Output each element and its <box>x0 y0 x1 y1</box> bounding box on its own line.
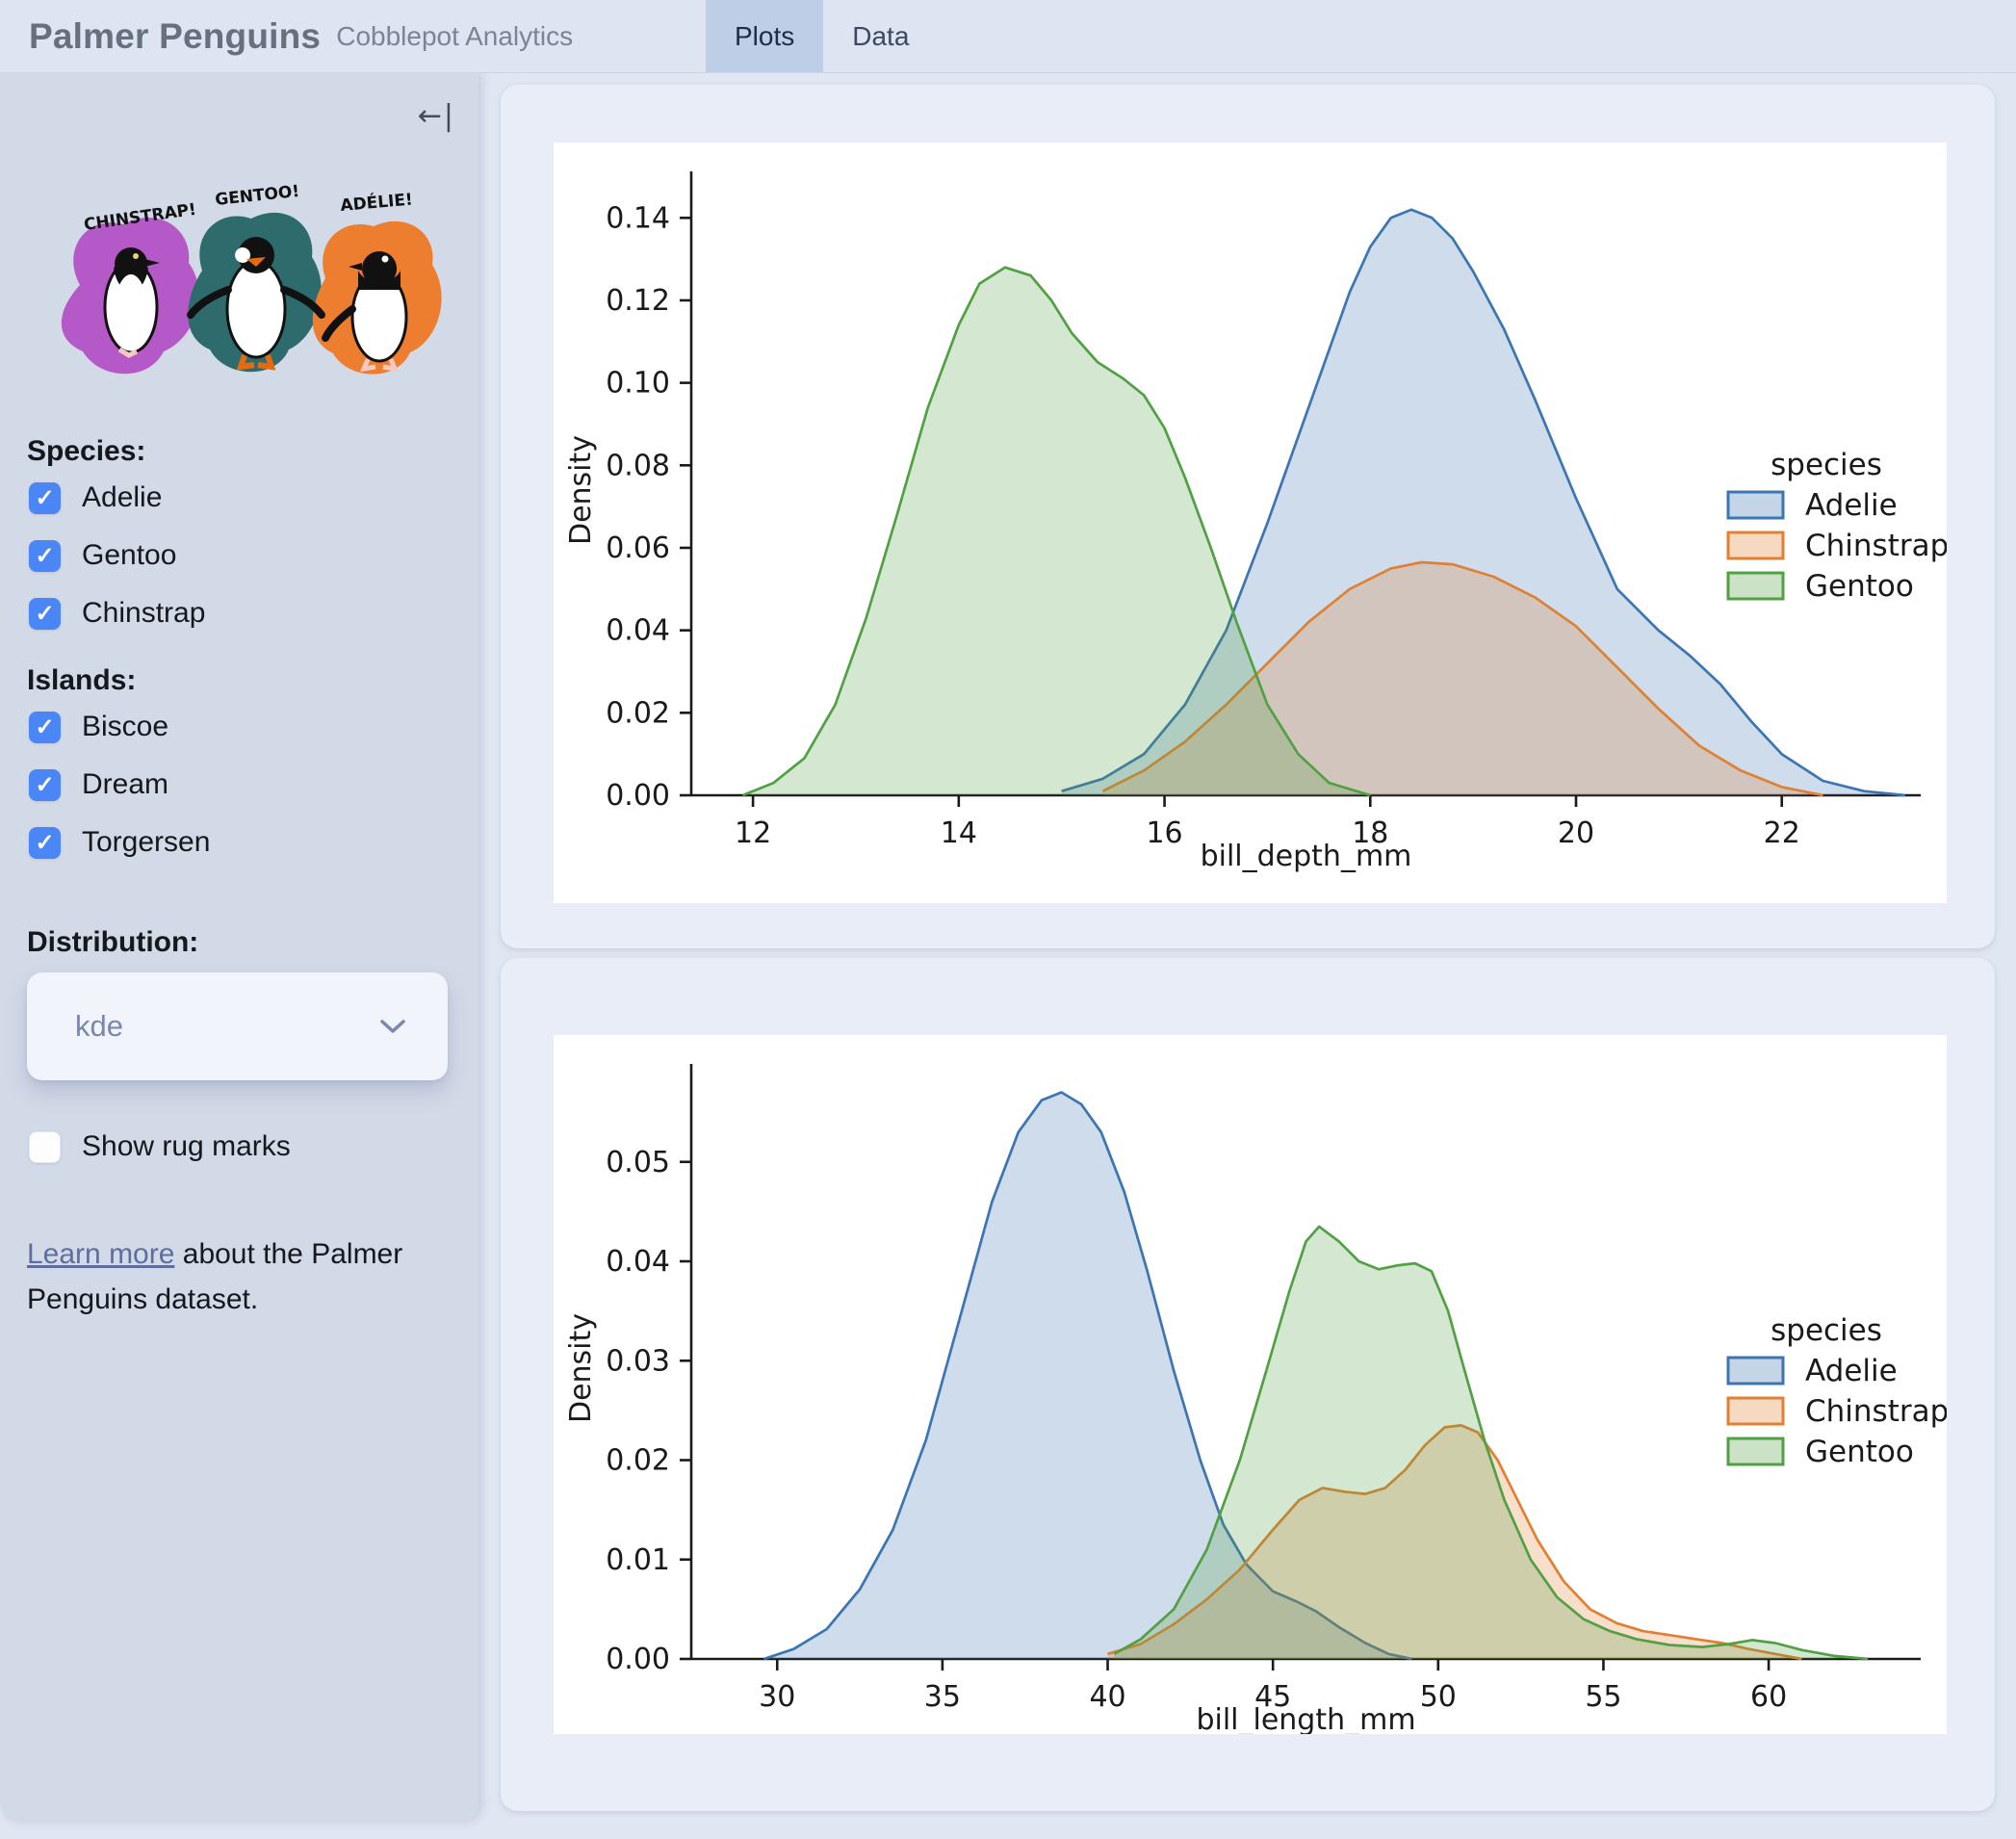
checkbox-icon[interactable] <box>29 711 61 743</box>
checkbox-label: Chinstrap <box>82 597 206 629</box>
gentoo-art-label: GENTOO! <box>214 182 300 210</box>
svg-text:0.01: 0.01 <box>606 1543 670 1577</box>
svg-text:0.03: 0.03 <box>606 1344 670 1378</box>
tab-plots[interactable]: Plots <box>706 0 824 72</box>
svg-text:bill_length_mm: bill_length_mm <box>1196 1703 1415 1734</box>
distribution-heading: Distribution: <box>27 926 199 958</box>
svg-text:Chinstrap: Chinstrap <box>1805 529 1947 563</box>
islands-heading: Islands: <box>27 664 137 696</box>
svg-text:16: 16 <box>1146 816 1182 850</box>
svg-text:0.04: 0.04 <box>606 614 670 648</box>
dataset-note-text: about the Palmer Penguins dataset. <box>27 1238 403 1315</box>
svg-text:45: 45 <box>1254 1680 1291 1714</box>
checkbox-icon[interactable] <box>29 539 61 572</box>
tab-data[interactable]: Data <box>852 20 910 51</box>
dataset-note: Learn more about the Palmer Penguins dat… <box>27 1232 452 1322</box>
learn-more-link[interactable]: Learn more <box>27 1238 175 1270</box>
sidebar: ←| <box>0 72 478 1822</box>
svg-text:0.10: 0.10 <box>606 367 670 401</box>
svg-text:0.00: 0.00 <box>606 779 670 813</box>
svg-text:0.00: 0.00 <box>606 1643 670 1676</box>
svg-text:40: 40 <box>1089 1680 1125 1714</box>
distribution-select[interactable]: kde <box>27 972 448 1080</box>
svg-text:Density: Density <box>564 1313 598 1423</box>
checkbox-label: Biscoe <box>82 711 169 742</box>
app-subtitle: Cobblepot Analytics <box>336 20 574 51</box>
species-checkbox-gentoo[interactable]: Gentoo <box>29 539 452 572</box>
svg-text:bill_depth_mm: bill_depth_mm <box>1201 840 1412 873</box>
svg-text:Gentoo: Gentoo <box>1805 1435 1914 1469</box>
nav-tabs: Plots Data <box>706 0 938 72</box>
bill-length-plot: 30 35 40 45 50 55 60 0.00 0.01 0.02 0.03 0.04 0.05 bi… <box>554 1035 1947 1734</box>
bill-depth-plot: 12 14 16 18 20 22 0.00 0.02 0.04 0.06 0.08 0.10 0.12… <box>554 142 1947 903</box>
svg-text:0.05: 0.05 <box>606 1146 670 1179</box>
svg-text:0.02: 0.02 <box>606 1444 670 1478</box>
island-checkbox-biscoe[interactable]: Biscoe <box>29 711 452 743</box>
distribution-selected-value: kde <box>75 1009 123 1043</box>
svg-text:0.04: 0.04 <box>606 1245 670 1279</box>
svg-text:Density: Density <box>564 435 598 545</box>
bill-length-card: 30 35 40 45 50 55 60 0.00 0.01 0.02 0.03 0.04 0.05 bi… <box>501 958 1995 1811</box>
chevron-down-icon <box>380 1020 405 1033</box>
svg-text:species: species <box>1770 1313 1882 1348</box>
svg-text:50: 50 <box>1420 1680 1457 1714</box>
svg-text:0.06: 0.06 <box>606 531 670 565</box>
svg-text:0.14: 0.14 <box>606 201 670 235</box>
svg-text:35: 35 <box>924 1680 961 1714</box>
species-checkbox-adelie[interactable]: Adelie <box>29 481 452 514</box>
checkbox-label: Adelie <box>82 481 163 513</box>
adelie-art-label: ADÉLIE! <box>340 188 414 215</box>
checkbox-label: Dream <box>82 768 169 800</box>
species-heading: Species: <box>27 435 146 467</box>
svg-text:0.08: 0.08 <box>606 449 670 482</box>
checkbox-icon[interactable] <box>29 597 61 630</box>
rug-marks-checkbox[interactable]: Show rug marks <box>29 1130 452 1163</box>
svg-text:Adelie: Adelie <box>1805 1354 1898 1388</box>
checkbox-label: Show rug marks <box>82 1130 291 1162</box>
bill-depth-card: 12 14 16 18 20 22 0.00 0.02 0.04 0.06 0.08 0.10 0.12… <box>501 85 1995 948</box>
checkbox-label: Gentoo <box>82 539 177 571</box>
svg-text:60: 60 <box>1750 1680 1787 1714</box>
svg-text:12: 12 <box>735 816 771 850</box>
adelie-penguin <box>322 251 408 373</box>
checkbox-icon[interactable] <box>29 768 61 801</box>
svg-text:20: 20 <box>1558 816 1594 850</box>
svg-text:55: 55 <box>1585 1680 1621 1714</box>
svg-text:species: species <box>1770 448 1882 482</box>
checkbox-icon[interactable] <box>29 481 61 514</box>
app-header: Palmer Penguins Cobblepot Analytics Plot… <box>0 0 2016 73</box>
chinstrap-penguin <box>103 247 160 358</box>
gentoo-penguin <box>187 237 325 371</box>
sidebar-collapse-icon[interactable]: ←| <box>417 99 455 133</box>
island-checkbox-torgersen[interactable]: Torgersen <box>29 826 452 859</box>
svg-text:0.12: 0.12 <box>606 284 670 318</box>
svg-text:22: 22 <box>1764 816 1800 850</box>
svg-text:Gentoo: Gentoo <box>1805 569 1914 604</box>
app-title: Palmer Penguins <box>29 15 322 56</box>
penguins-artwork: CHINSTRAP! GENTOO! ADÉLIE! <box>61 182 442 375</box>
svg-text:Chinstrap: Chinstrap <box>1805 1394 1947 1429</box>
svg-text:Adelie: Adelie <box>1805 488 1898 523</box>
checkbox-icon[interactable] <box>29 1130 61 1163</box>
bill-depth-kde-chart: 12 14 16 18 20 22 0.00 0.02 0.04 0.06 0.08 0.10 0.12… <box>564 171 1947 873</box>
species-checkbox-chinstrap[interactable]: Chinstrap <box>29 597 452 630</box>
svg-text:30: 30 <box>759 1680 795 1714</box>
svg-text:0.02: 0.02 <box>606 696 670 730</box>
svg-text:14: 14 <box>941 816 977 850</box>
bill-length-kde-chart: 30 35 40 45 50 55 60 0.00 0.01 0.02 0.03 0.04 0.05 bi… <box>564 1064 1947 1734</box>
checkbox-icon[interactable] <box>29 826 61 859</box>
island-checkbox-dream[interactable]: Dream <box>29 768 452 801</box>
svg-text:18: 18 <box>1352 816 1388 850</box>
checkbox-label: Torgersen <box>82 826 211 858</box>
